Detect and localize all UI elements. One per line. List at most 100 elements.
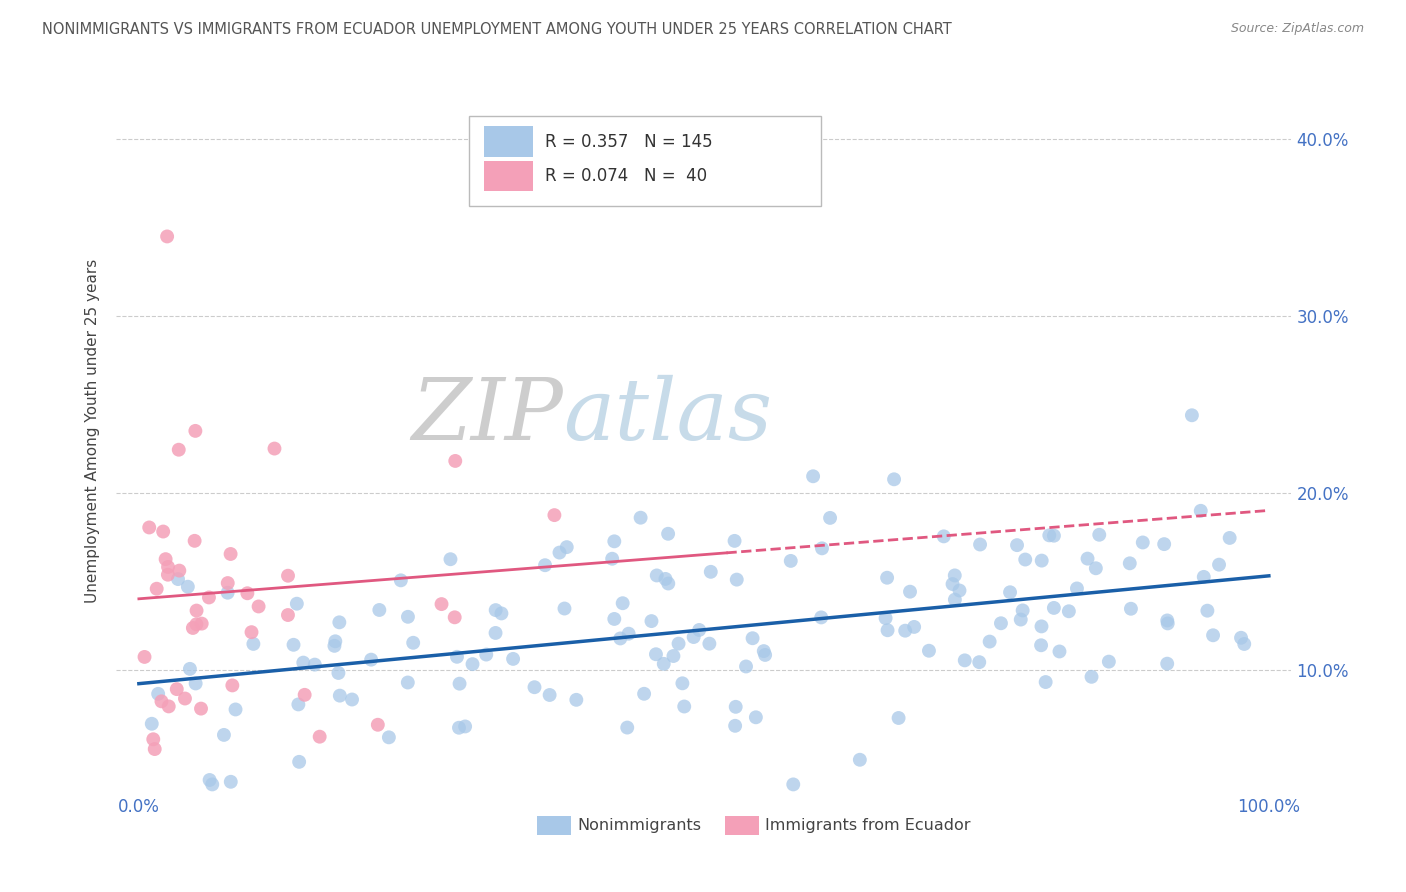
Point bbox=[779, 554, 801, 568]
Point bbox=[167, 572, 190, 586]
Point bbox=[657, 526, 679, 541]
Point bbox=[444, 454, 467, 468]
Point bbox=[943, 592, 966, 607]
Point bbox=[1230, 631, 1253, 645]
Point bbox=[142, 732, 165, 747]
Point bbox=[523, 680, 546, 694]
Point bbox=[1153, 537, 1175, 551]
Point bbox=[953, 653, 976, 667]
Point bbox=[1035, 675, 1057, 690]
Point bbox=[1043, 529, 1066, 543]
Point bbox=[548, 545, 571, 559]
Point bbox=[177, 580, 200, 594]
Point bbox=[156, 567, 179, 582]
Point bbox=[1029, 638, 1052, 652]
Point bbox=[169, 564, 191, 578]
Point bbox=[247, 599, 270, 614]
Point bbox=[555, 540, 578, 554]
FancyBboxPatch shape bbox=[537, 815, 571, 835]
Point bbox=[174, 691, 197, 706]
Point bbox=[657, 576, 679, 591]
Point bbox=[449, 676, 471, 690]
Point bbox=[918, 644, 941, 658]
Point bbox=[396, 609, 419, 624]
Point bbox=[1098, 655, 1121, 669]
FancyBboxPatch shape bbox=[484, 127, 533, 157]
Point bbox=[1156, 614, 1178, 628]
Point bbox=[217, 576, 239, 591]
Point bbox=[603, 612, 626, 626]
Point bbox=[1057, 604, 1080, 618]
Point bbox=[543, 508, 565, 522]
Text: R = 0.357   N = 145: R = 0.357 N = 145 bbox=[546, 133, 713, 151]
Point bbox=[186, 604, 208, 618]
Point bbox=[167, 442, 190, 457]
Point bbox=[1197, 604, 1219, 618]
Point bbox=[1119, 557, 1142, 571]
Point bbox=[724, 719, 747, 733]
Point bbox=[752, 644, 775, 658]
Point bbox=[443, 610, 465, 624]
Point bbox=[887, 711, 910, 725]
Point bbox=[323, 639, 346, 653]
Point bbox=[308, 730, 330, 744]
Point bbox=[1066, 582, 1088, 596]
Point bbox=[212, 728, 235, 742]
Point bbox=[485, 603, 508, 617]
Point bbox=[654, 572, 676, 586]
Point bbox=[990, 616, 1012, 631]
Point bbox=[484, 626, 506, 640]
Point bbox=[146, 687, 169, 701]
Point bbox=[943, 568, 966, 582]
Point bbox=[396, 675, 419, 690]
Point bbox=[1010, 613, 1032, 627]
Point bbox=[430, 597, 453, 611]
Point bbox=[475, 648, 498, 662]
Text: Source: ZipAtlas.com: Source: ZipAtlas.com bbox=[1230, 22, 1364, 36]
Point bbox=[285, 597, 308, 611]
FancyBboxPatch shape bbox=[725, 815, 759, 835]
Point bbox=[801, 469, 824, 483]
Point bbox=[157, 699, 180, 714]
Point bbox=[645, 647, 668, 661]
Text: Nonimmigrants: Nonimmigrants bbox=[576, 818, 702, 832]
Point bbox=[328, 615, 350, 630]
Point bbox=[534, 558, 557, 573]
Point bbox=[941, 577, 963, 591]
Point bbox=[1005, 538, 1028, 552]
Point bbox=[640, 614, 662, 628]
Point bbox=[612, 596, 634, 610]
Point bbox=[150, 694, 173, 708]
Point bbox=[898, 584, 921, 599]
Point bbox=[378, 731, 401, 745]
Point bbox=[447, 721, 470, 735]
Point bbox=[849, 753, 872, 767]
Point bbox=[633, 687, 655, 701]
Point bbox=[810, 610, 832, 624]
Point bbox=[145, 582, 167, 596]
Point bbox=[236, 586, 259, 600]
Point bbox=[818, 511, 841, 525]
Point bbox=[219, 547, 242, 561]
Point bbox=[1157, 616, 1180, 631]
Point bbox=[725, 573, 748, 587]
Point bbox=[745, 710, 768, 724]
Point bbox=[263, 442, 285, 456]
Text: NONIMMIGRANTS VS IMMIGRANTS FROM ECUADOR UNEMPLOYMENT AMONG YOUTH UNDER 25 YEARS: NONIMMIGRANTS VS IMMIGRANTS FROM ECUADOR… bbox=[42, 22, 952, 37]
Point bbox=[367, 718, 389, 732]
Point bbox=[652, 657, 675, 671]
Point bbox=[538, 688, 561, 702]
Point bbox=[754, 648, 776, 662]
Point bbox=[277, 568, 299, 582]
Point bbox=[700, 565, 723, 579]
Point bbox=[368, 603, 391, 617]
Point bbox=[932, 529, 955, 543]
Y-axis label: Unemployment Among Youth under 25 years: Unemployment Among Youth under 25 years bbox=[86, 259, 100, 603]
Point bbox=[1181, 409, 1204, 423]
Point bbox=[1043, 601, 1066, 615]
Point bbox=[461, 657, 484, 672]
Point bbox=[1219, 531, 1241, 545]
Point bbox=[201, 777, 224, 791]
Point bbox=[903, 620, 925, 634]
Point bbox=[1011, 603, 1033, 617]
